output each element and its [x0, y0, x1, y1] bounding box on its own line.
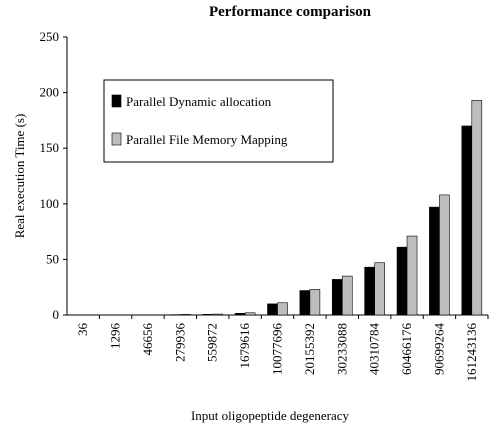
bar	[267, 303, 278, 316]
x-tick-label: 20155392	[302, 323, 317, 375]
x-tick-label: 46656	[140, 323, 155, 356]
bar	[234, 313, 246, 316]
bar	[309, 289, 321, 316]
legend-box	[103, 79, 334, 163]
bar	[331, 279, 343, 316]
legend-label: Parallel Dynamic allocation	[126, 94, 272, 109]
x-tick-label: 1296	[108, 323, 123, 350]
x-tick-label: 559872	[205, 323, 220, 362]
x-axis-label: Input oligopeptide degeneracy	[191, 408, 350, 423]
bar	[277, 302, 288, 316]
bar	[471, 100, 483, 316]
bar	[461, 125, 473, 316]
bar	[212, 313, 224, 316]
bar	[202, 314, 214, 316]
y-axis-label: Real execution Time (s)	[12, 114, 27, 239]
bar	[299, 290, 311, 316]
x-tick-label: 279936	[172, 323, 187, 363]
x-tick-label: 40310784	[367, 323, 382, 376]
bar	[341, 275, 353, 316]
bar	[374, 262, 385, 316]
bar	[244, 312, 256, 316]
bar	[439, 194, 450, 316]
y-tick-label: 100	[40, 196, 60, 211]
bar	[364, 266, 375, 316]
x-tick-label: 90699264	[431, 323, 446, 376]
bar	[180, 314, 191, 316]
legend-swatch	[111, 94, 122, 108]
x-tick-label: 10077696	[270, 323, 285, 376]
x-tick-label: 1679616	[237, 323, 252, 369]
y-tick-label: 250	[40, 29, 60, 44]
x-tick-label: 36	[75, 323, 90, 337]
x-tick-label: 161243136	[464, 323, 479, 382]
y-tick-label: 150	[40, 140, 60, 155]
legend-swatch	[111, 132, 122, 146]
y-tick-label: 200	[40, 85, 60, 100]
x-tick-label: 60466176	[399, 323, 414, 376]
x-tick-label: 30233088	[334, 323, 349, 375]
y-tick-label: 0	[53, 307, 60, 322]
chart-title: Performance comparison	[209, 4, 372, 20]
legend-label: Parallel File Memory Mapping	[126, 132, 288, 147]
bar	[429, 206, 440, 316]
y-tick-label: 50	[46, 251, 59, 266]
bar	[406, 235, 418, 316]
bar	[396, 246, 408, 316]
